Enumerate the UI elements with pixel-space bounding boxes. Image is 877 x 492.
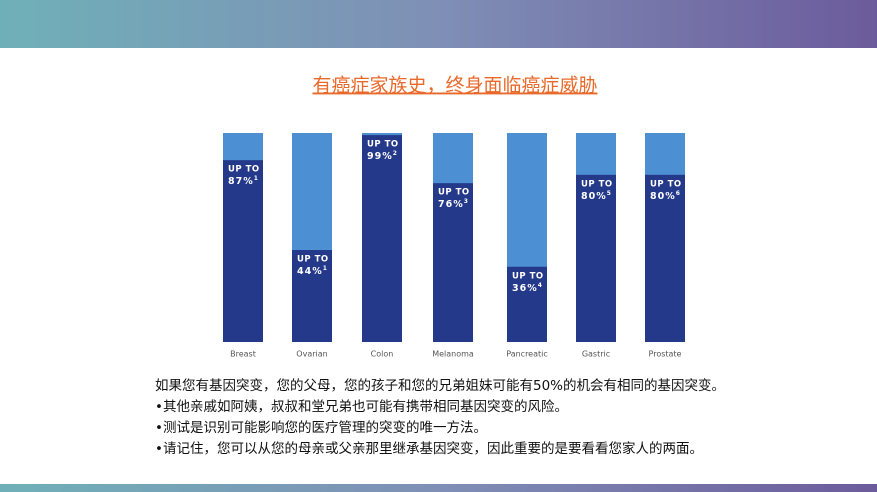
footnote-ref: 1 xyxy=(323,265,328,272)
footnote-ref: 3 xyxy=(464,198,469,205)
bar xyxy=(507,266,547,342)
value-prefix: UP TO xyxy=(512,271,544,281)
paragraph: 如果您有基因突变，您的父母，您的孩子和您的兄弟姐妹可能有50%的机会有相同的基因… xyxy=(155,378,726,394)
x-tick-label: Melanoma xyxy=(432,350,474,359)
value-label-text: 44% xyxy=(297,266,323,277)
value-prefix: UP TO xyxy=(297,255,329,265)
value-label-text: 80% xyxy=(650,190,676,201)
footer-band xyxy=(0,484,877,492)
bar xyxy=(223,160,263,342)
value-prefix: UP TO xyxy=(650,179,682,189)
footnote-ref: 5 xyxy=(607,189,612,196)
footnote-ref: 1 xyxy=(254,175,259,182)
x-tick-label: Pancreatic xyxy=(506,350,548,359)
footnote-ref: 2 xyxy=(393,150,398,157)
paragraph: •测试是识别可能影响您的医疗管理的突变的唯一方法。 xyxy=(155,420,487,436)
bar xyxy=(292,250,332,342)
footnote-ref: 6 xyxy=(676,189,681,196)
bar xyxy=(645,174,685,342)
value-prefix: UP TO xyxy=(581,179,613,189)
paragraph: •其他亲戚如阿姨，叔叔和堂兄弟也可能有携带相同基因突变的风险。 xyxy=(155,399,568,415)
value-prefix: UP TO xyxy=(367,140,399,150)
x-tick-label: Colon xyxy=(371,350,394,359)
header-band xyxy=(0,0,877,48)
value-label: 99%2 xyxy=(367,150,398,162)
value-label-text: 76% xyxy=(438,199,464,210)
bar xyxy=(576,174,616,342)
value-label-text: 99% xyxy=(367,151,393,162)
value-label: 76%3 xyxy=(438,198,469,210)
x-tick-label: Gastric xyxy=(582,350,610,359)
value-label: 44%1 xyxy=(297,265,328,277)
value-label: 80%5 xyxy=(581,189,612,201)
x-tick-label: Prostate xyxy=(649,350,682,359)
value-label: 87%1 xyxy=(228,175,259,187)
bar xyxy=(362,135,402,342)
bar xyxy=(433,183,473,342)
value-label-text: 36% xyxy=(512,282,538,293)
chart-title: 有癌症家族史，终身面临癌症威胁 xyxy=(312,75,597,97)
value-label: 36%4 xyxy=(512,281,543,293)
value-label: 80%6 xyxy=(650,189,681,201)
x-tick-label: Ovarian xyxy=(296,350,327,359)
footnote-ref: 4 xyxy=(538,281,543,288)
paragraph: •请记住，您可以从您的母亲或父亲那里继承基因突变，因此重要的是要看看您家人的两面… xyxy=(155,441,703,457)
x-tick-label: Breast xyxy=(230,350,256,359)
value-prefix: UP TO xyxy=(438,188,470,198)
value-prefix: UP TO xyxy=(228,165,260,175)
value-label-text: 80% xyxy=(581,190,607,201)
value-label-text: 87% xyxy=(228,176,254,187)
